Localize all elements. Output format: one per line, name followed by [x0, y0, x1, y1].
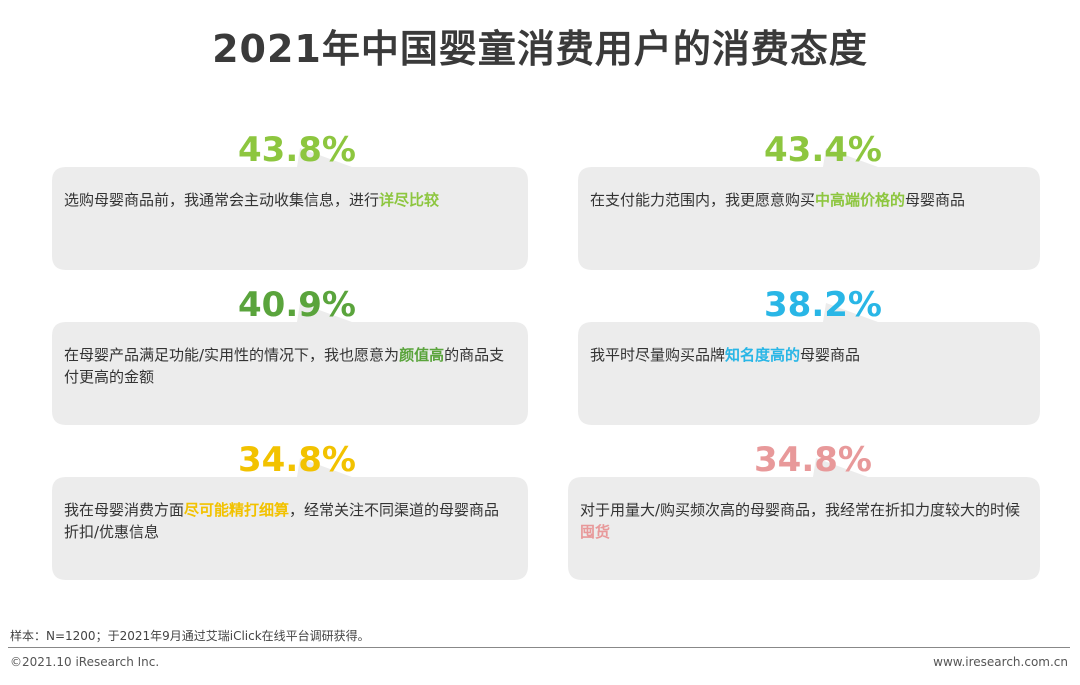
attitude-card: 34.8% 对于用量大/购买频次高的母婴商品，我经常在折扣力度较大的时候囤货: [568, 440, 1040, 595]
statement-prefix: 选购母婴商品前，我通常会主动收集信息，进行: [64, 191, 380, 209]
percentage-value: 40.9%: [238, 285, 356, 325]
bubble-shape: [52, 303, 528, 425]
speech-bubble: [568, 458, 1040, 580]
statement-text: 对于用量大/购买频次高的母婴商品，我经常在折扣力度较大的时候囤货: [580, 499, 1026, 543]
statement-highlight: 囤货: [580, 523, 611, 541]
statement-highlight: 颜值高: [399, 346, 445, 364]
attitude-card: 43.8% 选购母婴商品前，我通常会主动收集信息，进行详尽比较: [52, 130, 528, 285]
attitude-card: 38.2% 我平时尽量购买品牌知名度高的母婴商品: [578, 285, 1040, 440]
bubble-shape: [52, 148, 528, 270]
speech-bubble: [52, 303, 528, 425]
attitude-card: 43.4% 在支付能力范围内，我更愿意购买中高端价格的母婴商品: [578, 130, 1040, 285]
speech-bubble: [578, 148, 1040, 270]
bubble-shape: [578, 303, 1040, 425]
page-title: 2021年中国婴童消费用户的消费态度: [212, 27, 868, 71]
speech-bubble: [52, 458, 528, 580]
percentage-value: 38.2%: [764, 285, 882, 325]
statement-highlight: 知名度高的: [725, 346, 801, 364]
percentage-value: 43.8%: [238, 130, 356, 170]
statement-highlight: 中高端价格的: [815, 191, 906, 209]
statement-prefix: 对于用量大/购买频次高的母婴商品，我经常在折扣力度较大的时候: [580, 501, 1021, 519]
attitude-card: 40.9% 在母婴产品满足功能/实用性的情况下，我也愿意为颜值高的商品支付更高的金…: [52, 285, 528, 440]
percentage-value: 34.8%: [754, 440, 872, 480]
bubble-shape: [578, 148, 1040, 270]
statement-text: 选购母婴商品前，我通常会主动收集信息，进行详尽比较: [64, 189, 514, 211]
statement-highlight: 详尽比较: [379, 191, 440, 209]
bubble-shape: [52, 458, 528, 580]
copyright: ©2021.10 iResearch Inc.: [10, 655, 160, 669]
statement-text: 我平时尽量购买品牌知名度高的母婴商品: [590, 344, 1026, 366]
speech-bubble: [52, 148, 528, 270]
sample-note: 样本：N=1200；于2021年9月通过艾瑞iClick在线平台调研获得。: [10, 629, 370, 643]
percentage-value: 34.8%: [238, 440, 356, 480]
speech-bubble: [578, 303, 1040, 425]
website-link[interactable]: www.iresearch.com.cn: [933, 655, 1068, 669]
statement-suffix: 的商品支付更高的金额: [64, 346, 505, 386]
statement-text: 在母婴产品满足功能/实用性的情况下，我也愿意为颜值高的商品支付更高的金额: [64, 344, 514, 388]
statement-prefix: 在母婴产品满足功能/实用性的情况下，我也愿意为: [64, 346, 400, 364]
statement-suffix: 母婴商品: [800, 346, 861, 364]
bubble-shape: [568, 458, 1040, 580]
statement-prefix: 在支付能力范围内，我更愿意购买: [590, 191, 816, 209]
statement-text: 我在母婴消费方面尽可能精打细算，经常关注不同渠道的母婴商品折扣/优惠信息: [64, 499, 514, 543]
statement-prefix: 我在母婴消费方面: [64, 501, 185, 519]
percentage-value: 43.4%: [764, 130, 882, 170]
statement-prefix: 我平时尽量购买品牌: [590, 346, 726, 364]
statement-highlight: 尽可能精打细算: [184, 501, 290, 519]
statement-suffix: ，经常关注不同渠道的母婴商品折扣/优惠信息: [64, 501, 500, 541]
attitude-card: 34.8% 我在母婴消费方面尽可能精打细算，经常关注不同渠道的母婴商品折扣/优惠信…: [52, 440, 528, 595]
statement-suffix: 母婴商品: [905, 191, 966, 209]
footer-divider: [8, 647, 1070, 648]
statement-text: 在支付能力范围内，我更愿意购买中高端价格的母婴商品: [590, 189, 1026, 211]
